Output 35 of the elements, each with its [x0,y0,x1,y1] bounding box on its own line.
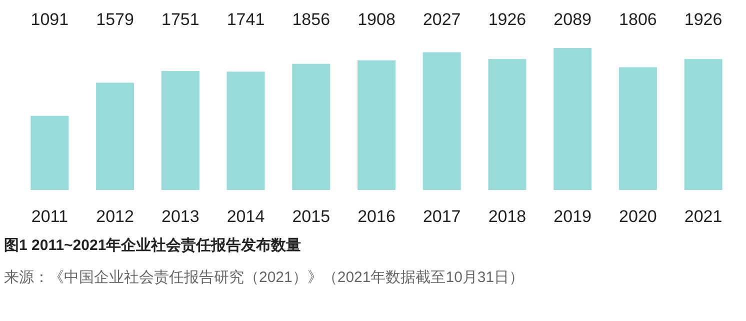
x-tick-label: 2011 [31,207,68,226]
data-label: 2027 [422,10,461,29]
x-tick-label: 2020 [619,207,657,226]
data-label: 1091 [30,10,69,29]
data-label: 2089 [554,10,592,29]
x-tick-label: 2017 [422,207,461,226]
bar [684,59,722,190]
data-label: 1806 [619,10,657,29]
x-tick-label: 2021 [684,207,722,226]
bar [30,116,69,190]
data-label: 1579 [96,10,134,29]
x-tick-label: 2012 [96,207,134,226]
bar [96,82,134,190]
data-label: 1908 [358,10,396,29]
bar [488,59,526,190]
bar [292,64,330,190]
x-tick-label: 2014 [226,207,265,226]
data-label: 1741 [226,10,265,29]
data-label: 1926 [684,10,722,29]
data-label: 1751 [161,10,200,29]
x-tick-label: 2016 [358,207,396,226]
x-tick-label: 2018 [488,207,526,226]
bar [226,72,265,190]
bar [554,48,592,190]
data-label: 1856 [292,10,330,29]
bar [161,70,200,190]
text: 图1 2011~2021年企业社会责任报告发布数量 [4,237,302,254]
x-tick-label: 2019 [554,207,592,226]
x-tick-label: 2015 [292,207,330,226]
bar [422,52,461,190]
source-note: 来源：《中国企业社会责任报告研究（2021）》（2021年数据截至10月31日） [4,269,524,286]
data-label: 1926 [488,10,526,29]
x-tick-label: 2013 [161,207,200,226]
bar [358,60,396,190]
bar [618,67,657,190]
